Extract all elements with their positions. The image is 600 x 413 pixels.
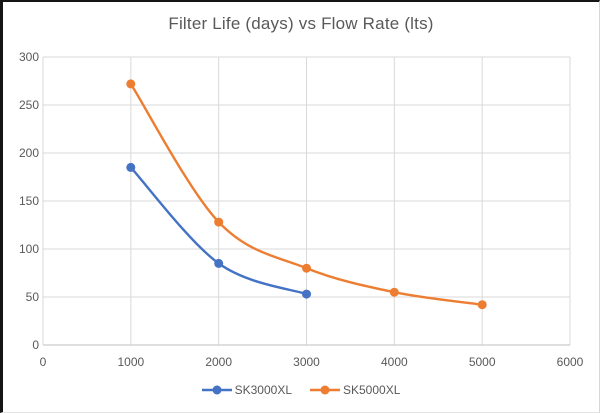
y-tick-label: 200 (19, 146, 39, 160)
x-tick-label: 2000 (205, 355, 232, 369)
y-tick-label: 250 (19, 98, 39, 112)
x-tick-label: 3000 (293, 355, 320, 369)
data-point-SK3000XL (214, 258, 224, 268)
y-tick-label: 100 (19, 242, 39, 256)
legend-entry-SK5000XL: SK5000XL (310, 383, 400, 397)
data-point-SK3000XL (302, 289, 311, 299)
x-tick-label: 1000 (117, 355, 144, 369)
chart-title: Filter Life (days) vs Flow Rate (lts) (168, 14, 434, 33)
data-point-SK5000XL (302, 263, 311, 273)
data-point-SK5000XL (126, 79, 136, 89)
legend-label: SK3000XL (234, 383, 292, 397)
x-tick-label: 4000 (381, 355, 408, 369)
data-point-SK3000XL (126, 162, 136, 172)
legend-entry-SK3000XL: SK3000XL (201, 383, 292, 397)
legend-label: SK5000XL (343, 383, 401, 397)
chart-legend: SK3000XL SK5000XL (3, 383, 599, 397)
data-point-SK5000XL (477, 300, 487, 310)
legend-marker-icon (201, 385, 232, 395)
plot-area: 0 1000 2000 3000 4000 5000 6000 0 50 100 150 200 250… (19, 50, 584, 369)
y-tick-label: 50 (26, 290, 40, 304)
series-line-SK5000XL (129, 82, 484, 306)
x-tick-label: 0 (40, 355, 47, 369)
x-tick-label: 6000 (557, 355, 584, 369)
data-point-SK5000XL (214, 217, 224, 227)
data-point-SK5000XL (389, 287, 399, 297)
y-tick-label: 150 (19, 194, 39, 208)
y-tick-label: 300 (19, 50, 39, 64)
legend-marker-icon (310, 385, 340, 395)
y-tick-label: 0 (32, 338, 39, 352)
x-tick-label: 5000 (469, 355, 496, 369)
